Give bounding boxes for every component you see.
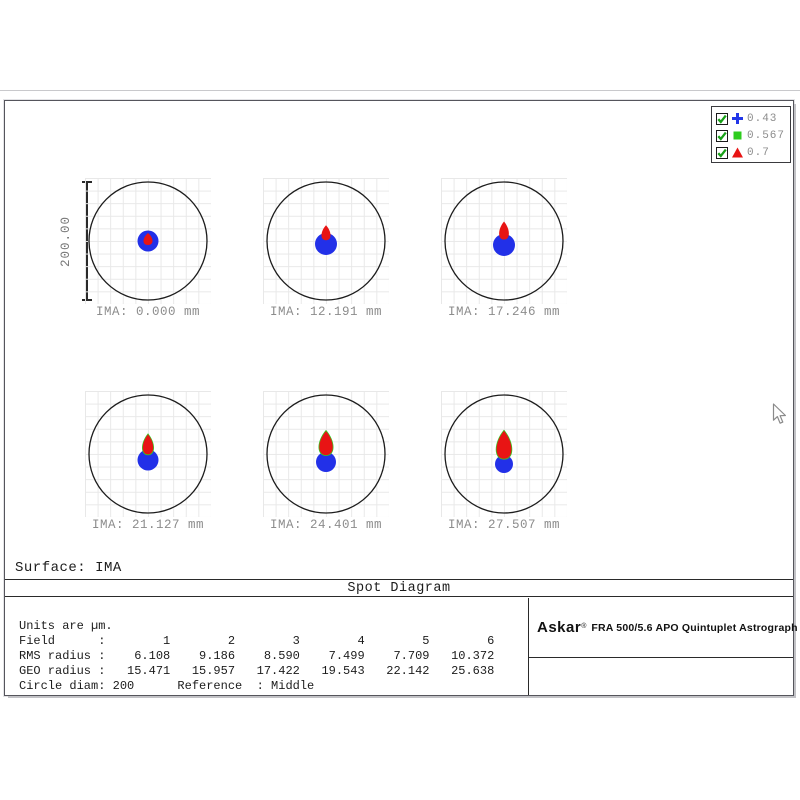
scale-label: 200.00	[59, 215, 73, 267]
airy-circle-and-spots	[444, 394, 564, 514]
airy-circle-and-spots	[444, 181, 564, 301]
table-line-3: GEO radius : 15.471 15.957 17.422 19.543…	[19, 664, 495, 678]
table-line-0: Units are µm.	[19, 619, 113, 633]
ima-position-label: IMA: 17.246 mm	[447, 305, 561, 319]
brand-logo: Askar	[537, 619, 582, 636]
branding-cell: Askar ® FRA 500/5.6 APO Quintuplet Astrog…	[528, 598, 798, 695]
mouse-cursor-icon	[772, 403, 786, 424]
airy-circle-and-spots	[88, 394, 208, 514]
ima-position-label: IMA: 21.127 mm	[91, 518, 205, 532]
spot-diagram-field-1: IMA: 0.000 mm	[85, 178, 211, 319]
spot-grid	[441, 391, 567, 517]
registered-mark-icon: ®	[581, 623, 587, 630]
legend-marker-plus-icon	[731, 112, 744, 125]
spot-grid	[263, 391, 389, 517]
spot-diagram-field-5: IMA: 24.401 mm	[263, 391, 389, 532]
spot-grid	[85, 178, 211, 304]
checkbox-checked-icon[interactable]	[716, 112, 728, 125]
spot-diagram-field-2: IMA: 12.191 mm	[263, 178, 389, 319]
spot-grid	[85, 391, 211, 517]
ima-position-label: IMA: 24.401 mm	[269, 518, 383, 532]
legend: 0.43 0.567 0.7	[711, 106, 791, 163]
spot-diagram-window: 0.43 0.567 0.7 200.00 IMA: 0.000	[4, 100, 798, 696]
ima-position-label: IMA: 27.507 mm	[447, 518, 561, 532]
airy-circle-and-spots	[266, 394, 386, 514]
legend-marker-triangle-icon	[731, 146, 744, 159]
airy-circle-and-spots	[266, 181, 386, 301]
legend-wavelength-label: 0.7	[747, 146, 770, 159]
checkbox-checked-icon[interactable]	[716, 146, 728, 159]
spot-diagram-field-6: IMA: 27.507 mm	[441, 391, 567, 532]
legend-marker-square-icon	[731, 129, 744, 142]
legend-row-0.7: 0.7	[716, 144, 790, 161]
spot-diagram-field-4: IMA: 21.127 mm	[85, 391, 211, 532]
page-top-divider	[0, 90, 800, 91]
spot-grid	[263, 178, 389, 304]
diagram-title: Spot Diagram	[5, 581, 793, 597]
table-line-2: RMS radius : 6.108 9.186 8.590 7.499 7.7…	[19, 649, 495, 663]
checkbox-checked-icon[interactable]	[716, 129, 728, 142]
table-line-1: Field : 1 2 3 4 5 6	[19, 634, 495, 648]
branding-cell-divider	[529, 657, 793, 658]
table-line-4: Circle diam: 200 Reference : Middle	[19, 679, 315, 693]
legend-row-0.567: 0.567	[716, 127, 790, 144]
ima-position-label: IMA: 12.191 mm	[269, 305, 383, 319]
airy-circle-and-spots	[88, 181, 208, 301]
branding: Askar ® FRA 500/5.6 APO Quintuplet Astrog…	[529, 598, 798, 657]
spot-grid	[441, 178, 567, 304]
summary-table: Units are µm. Field : 1 2 3 4 5 6 RMS radi…	[5, 598, 528, 695]
surface-label: Surface: IMA	[5, 556, 793, 580]
spot-diagram-field-3: IMA: 17.246 mm	[441, 178, 567, 319]
brand-product-name: FRA 500/5.6 APO Quintuplet Astrograph	[591, 621, 798, 634]
ima-position-label: IMA: 0.000 mm	[95, 305, 201, 319]
legend-row-0.43: 0.43	[716, 110, 790, 127]
legend-wavelength-label: 0.567	[747, 129, 786, 142]
legend-wavelength-label: 0.43	[747, 112, 778, 125]
